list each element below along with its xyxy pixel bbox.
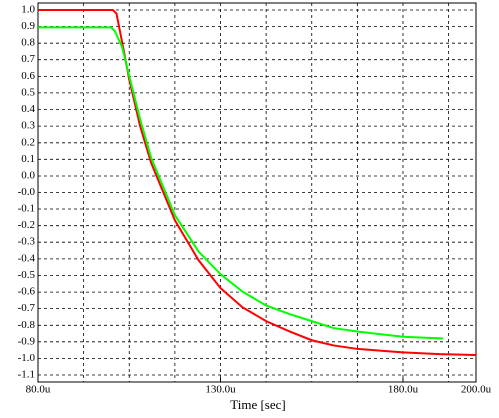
x-axis-label: Time [sec] xyxy=(230,397,286,412)
y-tick-label: -0.2 xyxy=(18,219,35,231)
y-tick-label: -0.3 xyxy=(18,236,36,248)
y-tick-label: 0.0 xyxy=(21,170,35,182)
y-tick-label: -0.9 xyxy=(18,335,36,347)
x-tick-label: 180.0u xyxy=(388,384,419,396)
series-line xyxy=(38,26,444,340)
y-tick-label: -0.8 xyxy=(18,319,36,331)
y-tick-label: 0.7 xyxy=(21,53,35,65)
y-tick-label: -0.7 xyxy=(18,302,36,314)
y-tick-label: 0.5 xyxy=(21,86,35,98)
y-tick-label: 0.3 xyxy=(21,120,35,132)
y-tick-label: -1.0 xyxy=(18,352,36,364)
y-tick-label: 0.1 xyxy=(21,153,35,165)
y-tick-label: 0.2 xyxy=(21,136,35,148)
x-tick-label: 130.0u xyxy=(205,384,236,396)
y-tick-label: 1.0 xyxy=(21,4,35,16)
y-tick-label: -0.4 xyxy=(18,252,36,264)
y-tick-label: 0.8 xyxy=(21,37,35,49)
y-tick-label: -0.0 xyxy=(18,186,36,198)
y-tick-label: -0.6 xyxy=(18,286,36,298)
y-tick-label: -0.5 xyxy=(18,269,36,281)
y-tick-label: 0.9 xyxy=(21,20,35,32)
y-tick-label: -0.1 xyxy=(18,203,35,215)
y-tick-label: 0.4 xyxy=(21,103,35,115)
x-tick-label: 80.0u xyxy=(26,384,51,396)
x-tick-label: 200.0u xyxy=(461,384,492,396)
y-tick-label: -1.1 xyxy=(18,369,35,381)
y-tick-label: 0.6 xyxy=(21,70,35,82)
series-line xyxy=(38,9,477,357)
